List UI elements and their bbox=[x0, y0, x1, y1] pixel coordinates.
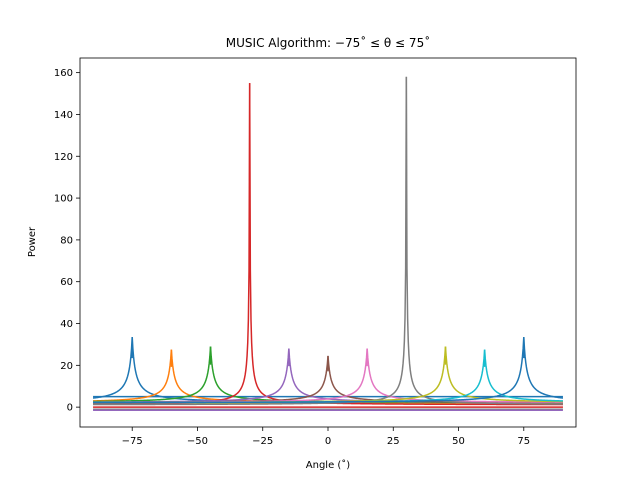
chart-title: MUSIC Algorithm: −75˚ ≤ θ ≤ 75˚ bbox=[226, 35, 430, 50]
y-axis-ticks: 0 20 40 60 80 100 120 140 160 bbox=[54, 68, 80, 414]
x-axis-ticks: −75 −50 −25 0 25 50 75 bbox=[122, 427, 530, 447]
x-tick-label: 25 bbox=[387, 436, 400, 447]
plot-area: −75 −50 −25 0 25 50 75 0 20 40 60 80 100 120 140 160 bbox=[54, 57, 577, 447]
y-tick-label: 140 bbox=[54, 110, 73, 121]
x-tick-label: −25 bbox=[252, 436, 273, 447]
x-tick-label: −50 bbox=[187, 436, 208, 447]
y-tick-label: 120 bbox=[54, 152, 73, 163]
x-axis-label: Angle (˚) bbox=[306, 459, 351, 471]
series-group bbox=[92, 76, 564, 412]
x-tick-label: 75 bbox=[517, 436, 530, 447]
spectrum-series-10 bbox=[93, 337, 564, 404]
y-tick-label: 60 bbox=[60, 277, 73, 288]
y-tick-label: 20 bbox=[60, 361, 73, 372]
x-tick-label: 0 bbox=[325, 436, 331, 447]
y-axis-label: Power bbox=[27, 226, 38, 257]
axes-background bbox=[80, 58, 576, 427]
y-tick-label: 40 bbox=[60, 319, 73, 330]
y-tick-label: 80 bbox=[60, 235, 73, 246]
y-tick-label: 160 bbox=[54, 68, 73, 79]
spectrum-series-7 bbox=[93, 76, 563, 406]
x-tick-label: −75 bbox=[122, 436, 143, 447]
x-tick-label: 50 bbox=[452, 436, 465, 447]
y-tick-label: 100 bbox=[54, 194, 73, 205]
y-tick-label: 0 bbox=[67, 403, 73, 414]
